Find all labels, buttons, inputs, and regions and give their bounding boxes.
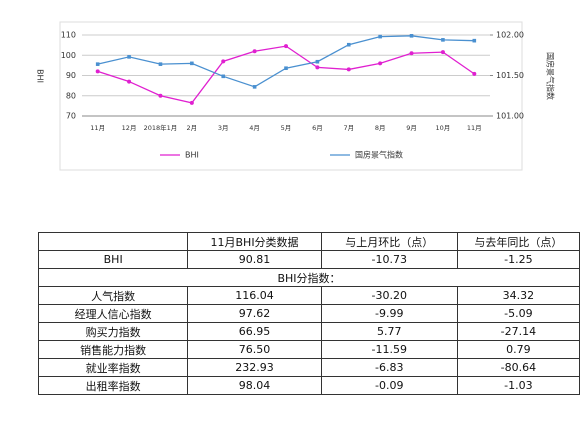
table-row: 销售能力指数 76.50 -11.59 0.79 <box>37 340 580 359</box>
x-tick-label: 11月 <box>90 124 105 132</box>
point-marker <box>127 55 131 59</box>
x-tick-label: 11月 <box>467 124 482 132</box>
table-cell: 0.79 <box>456 340 580 359</box>
point-marker <box>95 62 100 66</box>
series-line <box>97 35 475 88</box>
table-row: 经理人信心指数 97.62 -9.99 -5.09 <box>37 304 580 323</box>
table-cell: 232.93 <box>187 358 322 377</box>
point-marker <box>346 42 351 47</box>
point-marker <box>315 59 320 64</box>
chart: BHI 国房景气指数 70 80 90 100 110 101.00 101.50 102.0… <box>36 21 556 171</box>
y-tick-label: 100 <box>61 51 76 60</box>
table-cell: BHI <box>37 250 189 269</box>
table-cell: 购买力指数 <box>37 322 189 341</box>
x-tick-label: 7月 <box>343 124 354 132</box>
x-tick-label: 10月 <box>436 124 451 132</box>
table-cell: 90.81 <box>187 250 322 269</box>
table-cell: 34.32 <box>456 286 580 305</box>
x-tick-label: 2月 <box>187 124 198 132</box>
point-marker <box>346 67 351 72</box>
point-marker <box>284 44 288 49</box>
x-tick-label: 8月 <box>375 124 386 132</box>
y2-tick-label: 101.50 <box>496 71 524 80</box>
table-cell: -30.20 <box>320 286 458 305</box>
x-tick-label: 9月 <box>406 124 417 132</box>
point-marker <box>252 85 257 89</box>
table-cell: 与去年同比（点） <box>456 232 580 251</box>
table-row: BHI分指数： <box>38 268 580 287</box>
point-marker <box>127 79 132 84</box>
table-cell: 98.04 <box>187 376 322 395</box>
point-marker <box>95 69 100 74</box>
y2-tick-label: 101.00 <box>496 112 524 121</box>
table: 11月BHI分类数据 与上月环比（点） 与去年同比（点） BHI 90.81 -10.73… <box>37 232 580 395</box>
point-marker <box>472 38 477 43</box>
y-tick-label: 110 <box>61 31 76 40</box>
table-cell: -0.09 <box>320 376 458 395</box>
series-line <box>97 45 475 104</box>
table-row: 购买力指数 66.95 5.77 -27.14 <box>37 322 580 341</box>
table-cell: 97.62 <box>187 304 322 323</box>
table-cell: 11月BHI分类数据 <box>187 232 322 251</box>
point-marker <box>221 74 226 79</box>
table-cell: 66.95 <box>187 322 322 341</box>
table-cell: -11.59 <box>320 340 458 359</box>
point-marker <box>221 59 226 64</box>
table-cell: -5.09 <box>456 304 580 323</box>
legend-label: 国房景气指数 <box>355 150 403 160</box>
table-cell: 与上月环比（点） <box>320 232 458 251</box>
table-cell: 销售能力指数 <box>37 340 189 359</box>
point-marker <box>158 62 163 66</box>
y-tick-label: 70 <box>66 112 76 121</box>
point-marker <box>378 61 383 66</box>
point-marker <box>378 34 382 39</box>
table-row: 出租率指数 98.04 -0.09 -1.03 <box>37 376 580 395</box>
y-tick-label: 80 <box>66 91 76 100</box>
x-tick-label: 2018年1月 <box>144 123 178 132</box>
table-cell: 76.50 <box>187 340 322 359</box>
table-row: BHI 90.81 -10.73 -1.25 <box>37 250 580 269</box>
table-row: 11月BHI分类数据 与上月环比（点） 与去年同比（点） <box>37 232 580 251</box>
y2-tick-label: 102.00 <box>496 31 524 40</box>
point-marker <box>440 50 445 55</box>
table-row: 就业率指数 232.93 -6.83 -80.64 <box>37 358 580 377</box>
table-cell: -6.83 <box>320 358 458 377</box>
point-marker <box>315 65 320 70</box>
y-axis-label: BHI <box>36 69 45 83</box>
legend-label: BHI <box>185 151 199 160</box>
table-cell: -80.64 <box>456 358 580 377</box>
point-marker <box>409 34 414 38</box>
point-marker <box>409 51 414 56</box>
table-cell: 就业率指数 <box>37 358 189 377</box>
table-cell: 出租率指数 <box>37 376 189 395</box>
x-tick-label: 3月 <box>218 124 229 132</box>
point-marker <box>252 49 257 54</box>
table-cell: 人气指数 <box>37 286 189 305</box>
table-cell: -1.25 <box>456 250 580 269</box>
table-cell: -27.14 <box>456 322 580 341</box>
point-marker <box>190 61 194 66</box>
point-marker <box>284 66 288 71</box>
x-tick-label: 12月 <box>122 124 137 132</box>
table-cell: -1.03 <box>456 376 580 395</box>
point-marker <box>441 38 445 42</box>
table-cell: -9.99 <box>320 304 458 323</box>
point-marker <box>158 93 163 98</box>
y-tick-label: 90 <box>66 71 76 80</box>
x-tick-label: 5月 <box>281 124 292 132</box>
x-tick-label: 6月 <box>312 124 323 132</box>
table-cell: 5.77 <box>320 322 458 341</box>
x-tick-label: 4月 <box>249 124 260 132</box>
chart-frame <box>59 21 523 171</box>
table-cell: -10.73 <box>320 250 458 269</box>
table-cell: 116.04 <box>187 286 322 305</box>
table-cell: 经理人信心指数 <box>37 304 189 323</box>
table-cell <box>37 232 189 251</box>
table-cell: BHI分指数： <box>38 268 580 287</box>
y2-axis-label: 国房景气指数 <box>546 52 556 100</box>
table-row: 人气指数 116.04 -30.20 34.32 <box>37 286 580 305</box>
point-marker <box>472 71 477 76</box>
point-marker <box>189 100 194 105</box>
